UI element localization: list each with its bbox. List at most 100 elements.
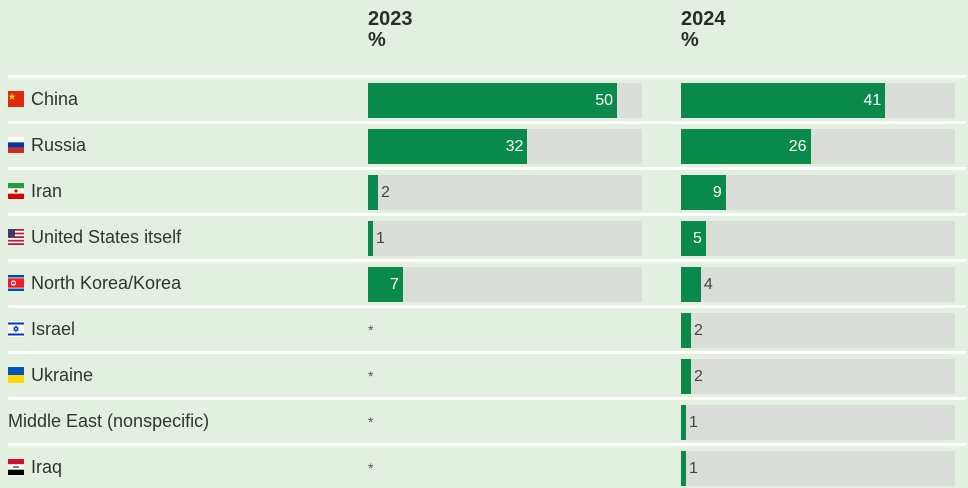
bar bbox=[681, 267, 701, 302]
header-2024: 2024 % bbox=[681, 9, 726, 51]
bar-cell-2023: * bbox=[368, 405, 642, 440]
bar-cell-2024: 9 bbox=[681, 175, 955, 210]
row-label: China bbox=[8, 78, 78, 120]
table-row: United States itself 1 5 bbox=[8, 213, 966, 258]
category-label: North Korea/Korea bbox=[31, 272, 182, 293]
data-label: 26 bbox=[788, 138, 807, 155]
data-label: 7 bbox=[389, 276, 399, 293]
table-row: China 50 41 bbox=[8, 75, 966, 120]
russia-flag-icon bbox=[8, 137, 24, 153]
bar bbox=[368, 129, 528, 164]
not-available-mark: * bbox=[368, 322, 374, 338]
bar bbox=[368, 175, 378, 210]
bar-cell-2023: * bbox=[368, 359, 642, 394]
bar-cell-2023: 7 bbox=[368, 267, 642, 302]
header-2024-year: 2024 bbox=[681, 8, 726, 30]
bar-track bbox=[681, 405, 955, 440]
header-2024-unit: % bbox=[681, 29, 699, 51]
bar bbox=[681, 175, 726, 210]
data-label: 9 bbox=[712, 184, 722, 201]
not-available-mark: * bbox=[368, 368, 374, 384]
category-label: United States itself bbox=[31, 226, 182, 247]
row-label: Iran bbox=[8, 170, 62, 212]
bar-track bbox=[681, 359, 955, 394]
data-label: 32 bbox=[505, 138, 524, 155]
bar-track bbox=[681, 451, 955, 486]
bar-cell-2023: 50 bbox=[368, 83, 642, 118]
bar-track bbox=[681, 267, 955, 302]
bar-track bbox=[368, 267, 642, 302]
category-label: Russia bbox=[31, 134, 87, 155]
bar-cell-2024: 41 bbox=[681, 83, 955, 118]
table-row: Middle East (nonspecific) * 1 bbox=[8, 397, 966, 442]
table-row: Russia 32 26 bbox=[8, 121, 966, 166]
bar bbox=[681, 405, 686, 440]
category-label: Middle East (nonspecific) bbox=[8, 410, 210, 431]
table-row: Iraq * 1 bbox=[8, 443, 966, 488]
row-label: United States itself bbox=[8, 216, 181, 258]
data-label: 1 bbox=[689, 460, 698, 477]
category-label: Israel bbox=[31, 318, 76, 339]
header-2023: 2023 % bbox=[368, 9, 413, 51]
bar-cell-2023: * bbox=[368, 313, 642, 348]
row-label: Ukraine bbox=[8, 354, 93, 396]
bar-track bbox=[681, 313, 955, 348]
data-label: 50 bbox=[595, 92, 614, 109]
bar-cell-2024: 4 bbox=[681, 267, 955, 302]
data-label: 4 bbox=[703, 276, 713, 293]
china-flag-icon bbox=[8, 91, 24, 107]
bar bbox=[681, 221, 706, 256]
bar bbox=[681, 83, 886, 118]
bar bbox=[681, 359, 691, 394]
bar bbox=[681, 451, 686, 486]
not-available-mark: * bbox=[368, 460, 374, 476]
bar-cell-2024: 1 bbox=[681, 405, 955, 440]
bar-track bbox=[681, 221, 955, 256]
bar-track bbox=[368, 175, 642, 210]
bar-cell-2023: * bbox=[368, 451, 642, 486]
bar-track bbox=[681, 175, 955, 210]
category-label: China bbox=[31, 88, 79, 109]
table-row: North Korea/Korea 7 4 bbox=[8, 259, 966, 304]
bar-cell-2024: 2 bbox=[681, 359, 955, 394]
bar-cell-2024: 5 bbox=[681, 221, 955, 256]
table-row: Israel * 2 bbox=[8, 305, 966, 350]
bar bbox=[368, 267, 403, 302]
row-label: Iraq bbox=[8, 446, 62, 488]
category-label: Ukraine bbox=[31, 364, 94, 385]
table-row: Ukraine * 2 bbox=[8, 351, 966, 396]
bar-cell-2024: 1 bbox=[681, 451, 955, 486]
data-label: 2 bbox=[693, 322, 703, 339]
data-label: 2 bbox=[380, 184, 390, 201]
not-available-mark: * bbox=[368, 414, 374, 430]
bar bbox=[681, 129, 811, 164]
bar bbox=[681, 313, 691, 348]
bar-cell-2024: 2 bbox=[681, 313, 955, 348]
category-label: Iraq bbox=[31, 456, 63, 477]
header-2023-year: 2023 bbox=[368, 8, 413, 30]
data-label: 1 bbox=[689, 414, 698, 431]
bar-cell-2024: 26 bbox=[681, 129, 955, 164]
header-2023-unit: % bbox=[368, 29, 386, 51]
data-label: 41 bbox=[863, 92, 882, 109]
bar-track bbox=[368, 221, 642, 256]
data-label: 5 bbox=[693, 230, 702, 247]
iraq-flag-icon bbox=[8, 459, 24, 475]
north-korea-flag-icon bbox=[8, 275, 24, 291]
iran-flag-icon bbox=[8, 183, 24, 199]
row-label: North Korea/Korea bbox=[8, 262, 181, 304]
category-label: Iran bbox=[31, 180, 63, 201]
israel-flag-icon bbox=[8, 321, 24, 337]
bar-cell-2023: 2 bbox=[368, 175, 642, 210]
bar bbox=[368, 83, 618, 118]
data-label: 2 bbox=[693, 368, 703, 385]
row-label: Middle East (nonspecific) bbox=[8, 400, 209, 442]
bar bbox=[368, 221, 373, 256]
row-label: Israel bbox=[8, 308, 75, 350]
data-label: 1 bbox=[376, 230, 385, 247]
row-label: Russia bbox=[8, 124, 86, 166]
ukraine-flag-icon bbox=[8, 367, 24, 383]
bar-cell-2023: 32 bbox=[368, 129, 642, 164]
us-flag-icon bbox=[8, 229, 24, 245]
table-row: Iran 2 9 bbox=[8, 167, 966, 212]
